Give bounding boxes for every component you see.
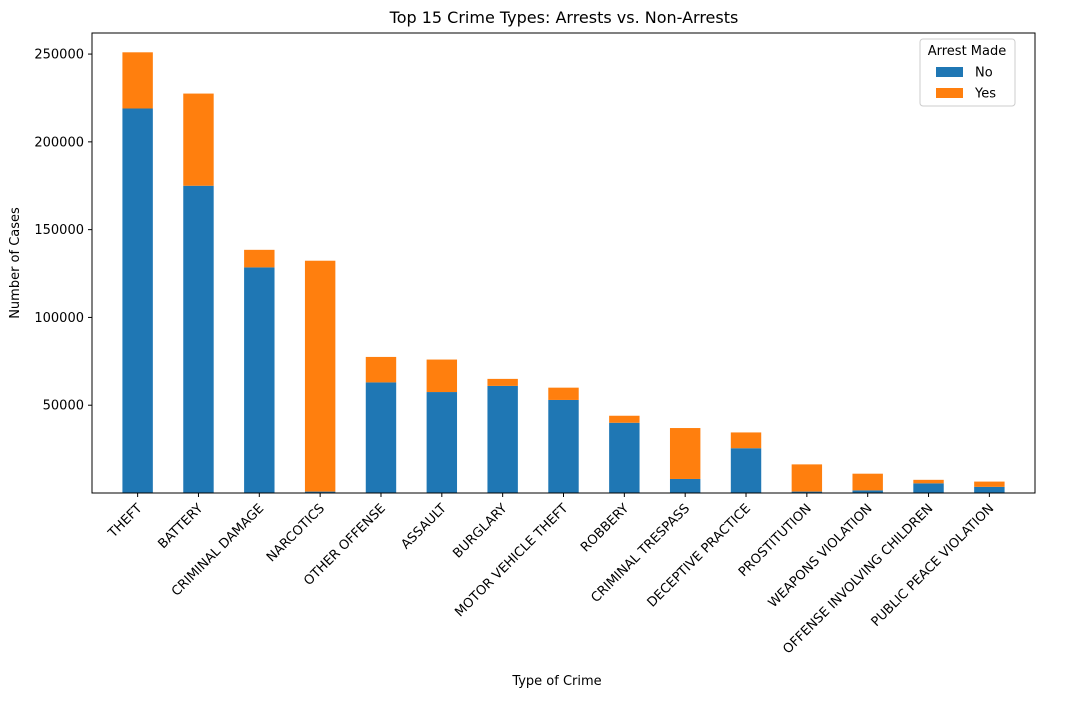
bar-public-peace-violation-yes [974, 481, 1005, 487]
bar-battery-yes [183, 93, 214, 186]
bar-battery-no [183, 185, 214, 493]
bar-weapons-violation-no [852, 490, 883, 493]
x-tick-label-criminal-trespass: CRIMINAL TRESPASS [588, 501, 693, 606]
legend-swatch-yes [936, 88, 963, 98]
bar-robbery-no [609, 422, 640, 493]
y-tick-label: 200000 [34, 135, 84, 150]
legend-swatch-no [936, 67, 963, 77]
bar-criminal-damage-yes [244, 249, 275, 268]
bar-other-offense-no [365, 382, 397, 493]
bar-burglary-no [487, 385, 518, 493]
bar-burglary-yes [487, 378, 518, 386]
y-axis-ticks: 50000 100000 150000 200000 250000 [34, 48, 92, 414]
legend-label-no: No [975, 66, 993, 81]
legend: Arrest Made No Yes [919, 38, 1016, 107]
x-tick-label-motor-vehicle-theft: MOTOR VEHICLE THEFT [452, 501, 571, 620]
bar-narcotics-no [304, 491, 336, 493]
plot-frame [91, 32, 1036, 494]
bar-motor-vehicle-theft-no [548, 399, 579, 493]
bar-weapons-violation-yes [852, 473, 883, 491]
bar-criminal-trespass-yes [669, 428, 701, 479]
bar-motor-vehicle-theft-yes [548, 387, 579, 400]
x-tick-label-deceptive-practice: DECEPTIVE PRACTICE [645, 501, 754, 610]
x-tick-label-battery: BATTERY [156, 501, 207, 552]
x-axis-label: Type of Crime [511, 674, 601, 689]
chart-title: Top 15 Crime Types: Arrests vs. Non-Arre… [389, 8, 739, 27]
x-tick-label-robbery: ROBBERY [578, 501, 632, 555]
x-tick-label-weapons-violation: WEAPONS VIOLATION [766, 501, 876, 611]
bar-narcotics-yes [304, 260, 336, 492]
y-tick-label: 50000 [43, 399, 84, 414]
bar-offense-involving-children-no [913, 483, 944, 493]
x-tick-label-burglary: BURGLARY [450, 501, 510, 561]
legend-label-yes: Yes [974, 87, 996, 102]
bar-deceptive-practice-yes [730, 432, 762, 449]
x-tick-label-assault: ASSAULT [398, 501, 449, 552]
y-axis-label: Number of Cases [8, 207, 23, 319]
bar-deceptive-practice-no [730, 448, 762, 493]
bar-criminal-damage-no [244, 267, 275, 493]
bar-assault-yes [426, 359, 458, 393]
bar-offense-involving-children-yes [913, 479, 944, 484]
bar-prostitution-no [791, 491, 823, 493]
y-tick-label: 250000 [34, 48, 84, 63]
bars-layer [122, 52, 1005, 493]
bar-assault-no [426, 392, 458, 493]
x-tick-label-public-peace-violation: PUBLIC PEACE VIOLATION [869, 501, 998, 630]
bar-theft-no [122, 108, 153, 493]
legend-title: Arrest Made [928, 44, 1007, 59]
y-tick-label: 100000 [34, 311, 84, 326]
bar-prostitution-yes [791, 464, 823, 492]
bar-robbery-yes [609, 415, 640, 423]
bar-public-peace-violation-no [974, 486, 1005, 493]
x-tick-label-theft: THEFT [105, 501, 145, 541]
bar-criminal-trespass-no [669, 478, 701, 493]
bar-theft-yes [122, 52, 153, 109]
y-tick-label: 150000 [34, 223, 84, 238]
bar-other-offense-yes [365, 356, 397, 383]
x-tick-label-narcotics: NARCOTICS [264, 501, 328, 565]
